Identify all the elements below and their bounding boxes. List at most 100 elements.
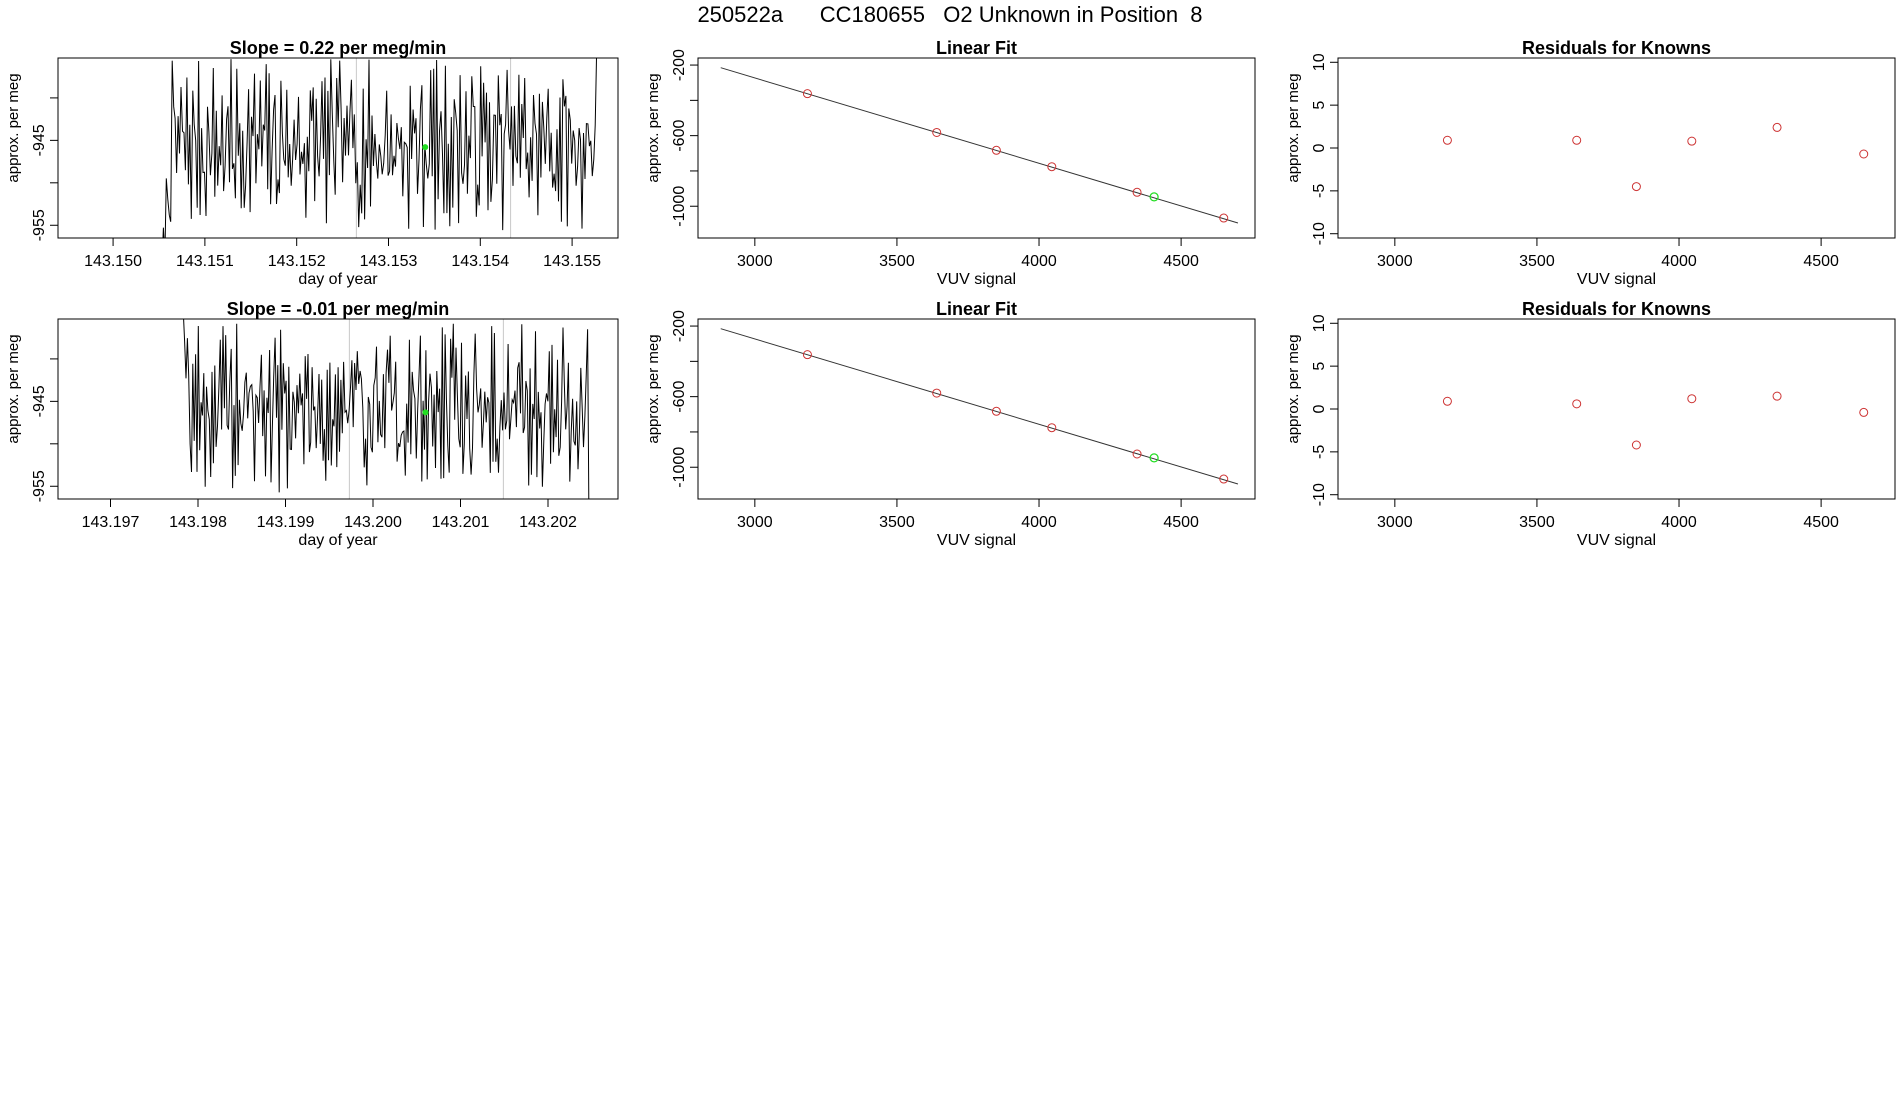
x-tick-label: 4000: [1661, 514, 1697, 531]
y-axis-label: approx. per meg: [5, 73, 22, 182]
x-tick-label: 3000: [1377, 514, 1413, 531]
known-point: [1047, 423, 1057, 433]
panel-title: Residuals for Knowns: [1522, 299, 1711, 319]
known-point: [1572, 399, 1582, 409]
known-point: [1687, 394, 1697, 404]
y-tick-label: -10: [1311, 222, 1328, 245]
y-tick-label: -10: [1311, 483, 1328, 506]
panel-fit1: Linear Fit 3000 3500 4000 4500 -1000 -600 -200 V…: [645, 38, 1256, 288]
known-point: [1572, 135, 1582, 145]
known-point: [991, 145, 1001, 155]
known-point: [991, 406, 1001, 416]
plot-area: [1442, 391, 1869, 450]
plot-area: [720, 328, 1239, 485]
known-point: [1631, 440, 1641, 450]
x-tick-label: 3500: [879, 253, 915, 270]
plot-area: [720, 67, 1239, 224]
x-tick-label: 143.199: [257, 514, 315, 531]
plot-frame: [1337, 318, 1896, 500]
x-axis-label: VUV signal: [1577, 532, 1656, 549]
unknown-point: [1149, 192, 1159, 202]
y-tick-label: -5: [1311, 184, 1328, 198]
plot-area: [162, 58, 597, 238]
panel-title: Linear Fit: [936, 38, 1017, 58]
known-point: [932, 388, 942, 398]
x-tick-label: 143.202: [519, 514, 577, 531]
y-tick-label: -1000: [671, 186, 688, 227]
x-tick-label: 4000: [1661, 253, 1697, 270]
known-point: [802, 350, 812, 360]
unknown-marker: [422, 144, 429, 151]
y-axis-label: approx. per meg: [645, 334, 662, 443]
panel-title: Slope = -0.01 per meg/min: [227, 299, 450, 319]
x-tick-label: 4500: [1803, 253, 1839, 270]
x-tick-label: 4500: [1163, 253, 1199, 270]
y-tick-label: -945: [31, 124, 48, 156]
x-tick-label: 4500: [1803, 514, 1839, 531]
x-tick-label: 143.154: [451, 253, 509, 270]
x-tick-label: 143.150: [84, 253, 142, 270]
y-tick-label: 5: [1311, 362, 1328, 371]
panel-res1: Residuals for Knowns 3000 3500 4000 4500 -10 -…: [1285, 38, 1896, 288]
fit-line: [720, 328, 1239, 485]
y-tick-label: -945: [31, 385, 48, 417]
x-tick-label: 4500: [1163, 514, 1199, 531]
plot-frame: [57, 57, 619, 239]
unknown-point: [1149, 453, 1159, 463]
y-tick-label: -200: [671, 49, 688, 81]
known-point: [1442, 135, 1452, 145]
known-point: [1219, 213, 1229, 223]
x-tick-label: 143.200: [344, 514, 402, 531]
x-tick-label: 143.152: [268, 253, 326, 270]
fit-line: [720, 67, 1239, 224]
x-tick-label: 3000: [737, 514, 773, 531]
known-point: [1219, 474, 1229, 484]
known-point: [1687, 136, 1697, 146]
known-point: [1772, 391, 1782, 401]
x-axis-label: VUV signal: [937, 532, 1016, 549]
y-axis-label: approx. per meg: [1285, 73, 1302, 182]
y-tick-label: -1000: [671, 447, 688, 488]
panel-title: Residuals for Knowns: [1522, 38, 1711, 58]
y-tick-label: 0: [1311, 404, 1328, 413]
plot-frame: [1337, 57, 1896, 239]
y-tick-label: 10: [1311, 53, 1328, 71]
y-tick-label: 0: [1311, 143, 1328, 152]
x-tick-label: 143.201: [432, 514, 490, 531]
x-tick-label: 3000: [1377, 253, 1413, 270]
x-axis-label: VUV signal: [1577, 271, 1656, 288]
known-point: [1047, 162, 1057, 172]
panel-title: Slope = 0.22 per meg/min: [230, 38, 447, 58]
y-tick-label: -5: [1311, 445, 1328, 459]
figure-title: 250522a CC180655 O2 Unknown in Position …: [697, 2, 1203, 27]
x-tick-label: 3500: [1519, 514, 1555, 531]
unknown-marker: [422, 409, 429, 416]
x-tick-label: 143.151: [176, 253, 234, 270]
panel-res2: Residuals for Knowns 3000 3500 4000 4500 -10 -…: [1285, 299, 1896, 549]
x-tick-label: 143.198: [169, 514, 227, 531]
y-tick-label: -600: [671, 381, 688, 413]
plot-frame: [697, 318, 1256, 500]
plot-frame: [57, 318, 619, 500]
y-tick-label: -200: [671, 310, 688, 342]
y-tick-label: -600: [671, 120, 688, 152]
y-tick-label: 10: [1311, 314, 1328, 332]
x-tick-label: 3500: [1519, 253, 1555, 270]
plot-area: [1442, 122, 1869, 192]
x-tick-label: 3000: [737, 253, 773, 270]
plot-frame: [697, 57, 1256, 239]
series-line: [162, 58, 597, 238]
x-tick-label: 143.155: [543, 253, 601, 270]
x-tick-label: 3500: [879, 514, 915, 531]
known-point: [932, 127, 942, 137]
y-tick-label: 5: [1311, 101, 1328, 110]
known-point: [1132, 449, 1142, 459]
panel-fit2: Linear Fit 3000 3500 4000 4500 -1000 -600 -200 V…: [645, 299, 1256, 549]
x-axis-label: VUV signal: [937, 271, 1016, 288]
x-tick-label: 143.153: [360, 253, 418, 270]
known-point: [802, 89, 812, 99]
y-axis-label: approx. per meg: [5, 334, 22, 443]
y-tick-label: -955: [31, 209, 48, 241]
known-point: [1631, 182, 1641, 192]
